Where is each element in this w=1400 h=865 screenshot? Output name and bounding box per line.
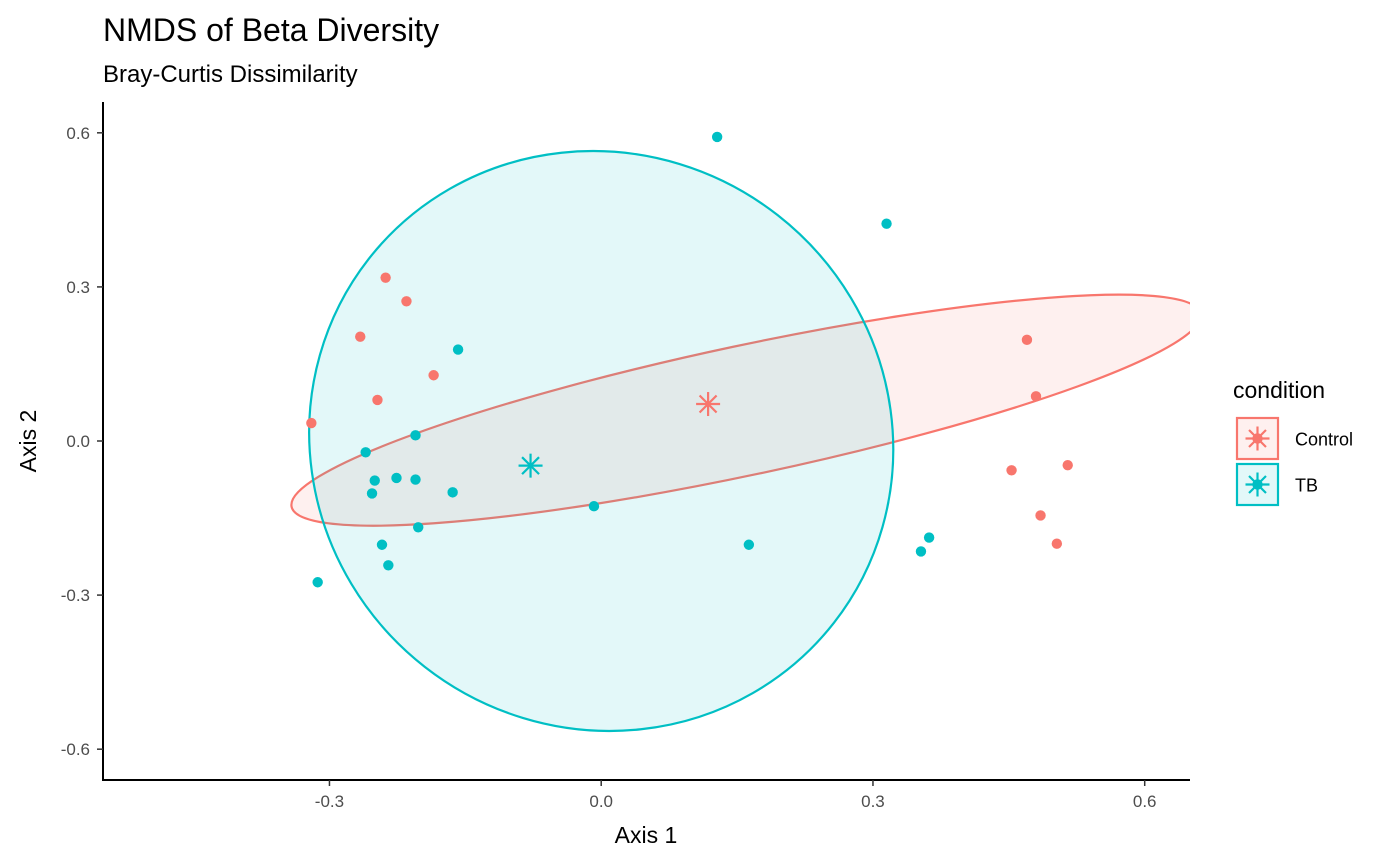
legend-item-control: Control (1235, 416, 1353, 461)
point-tb (391, 472, 402, 484)
point-tb (366, 488, 378, 499)
chart-title: NMDS of Beta Diversity (103, 12, 439, 48)
point-control (372, 394, 383, 406)
point-tb (312, 577, 323, 588)
centroid-control (696, 392, 721, 417)
point-control (1006, 465, 1017, 476)
point-control (1035, 510, 1046, 521)
point-control (1062, 459, 1073, 471)
x-tick-label: 0.3 (861, 792, 885, 811)
x-tick-label: -0.3 (315, 792, 344, 811)
x-tick-label: 0.6 (1133, 792, 1157, 811)
point-tb (588, 501, 600, 512)
point-control (1030, 391, 1042, 402)
point-tb (410, 474, 421, 485)
point-tb (711, 131, 723, 143)
y-tick-label: 0.3 (66, 278, 90, 297)
chart-subtitle: Bray-Curtis Dissimilarity (103, 61, 358, 88)
legend-item-tb: TB (1235, 462, 1318, 507)
point-tb (413, 522, 424, 533)
point-tb (447, 487, 458, 498)
y-tick-label: 0.0 (66, 432, 90, 451)
point-control (380, 272, 391, 283)
point-control (306, 417, 317, 429)
point-control (428, 370, 439, 381)
centroid-tb (518, 453, 543, 478)
x-axis-title: Axis 1 (615, 822, 678, 848)
ellipse-control (290, 293, 1190, 527)
group-centroids (518, 392, 721, 478)
point-tb (452, 344, 464, 355)
legend-dot-tb (1252, 479, 1263, 490)
data-points (306, 131, 1073, 588)
y-axis-title: Axis 2 (15, 410, 41, 473)
point-control (1021, 334, 1033, 346)
point-tb (915, 546, 927, 557)
point-tb (376, 539, 388, 550)
point-tb (383, 560, 394, 571)
y-tick-label: -0.3 (61, 586, 90, 605)
axes: -0.3 0.0 0.3 0.6 -0.6 -0.3 0.0 0.3 0.6 (61, 102, 1190, 811)
point-control (355, 331, 366, 342)
point-tb (743, 539, 755, 550)
point-tb (369, 475, 380, 486)
point-tb (410, 430, 421, 441)
legend-dot-control (1252, 433, 1263, 444)
point-tb (923, 532, 935, 543)
point-control (401, 296, 412, 307)
point-tb (881, 218, 892, 229)
point-tb (360, 447, 371, 458)
point-control (1051, 538, 1063, 549)
y-tick-label: 0.6 (66, 124, 90, 143)
y-tick-label: -0.6 (61, 740, 90, 759)
x-tick-label: 0.0 (589, 792, 613, 811)
legend: condition Control TB (1233, 377, 1353, 507)
confidence-ellipses (290, 149, 1190, 733)
legend-title: condition (1233, 377, 1325, 403)
ellipse-tb (308, 149, 895, 733)
legend-label-control: Control (1295, 430, 1353, 450)
legend-label-tb: TB (1295, 476, 1318, 496)
